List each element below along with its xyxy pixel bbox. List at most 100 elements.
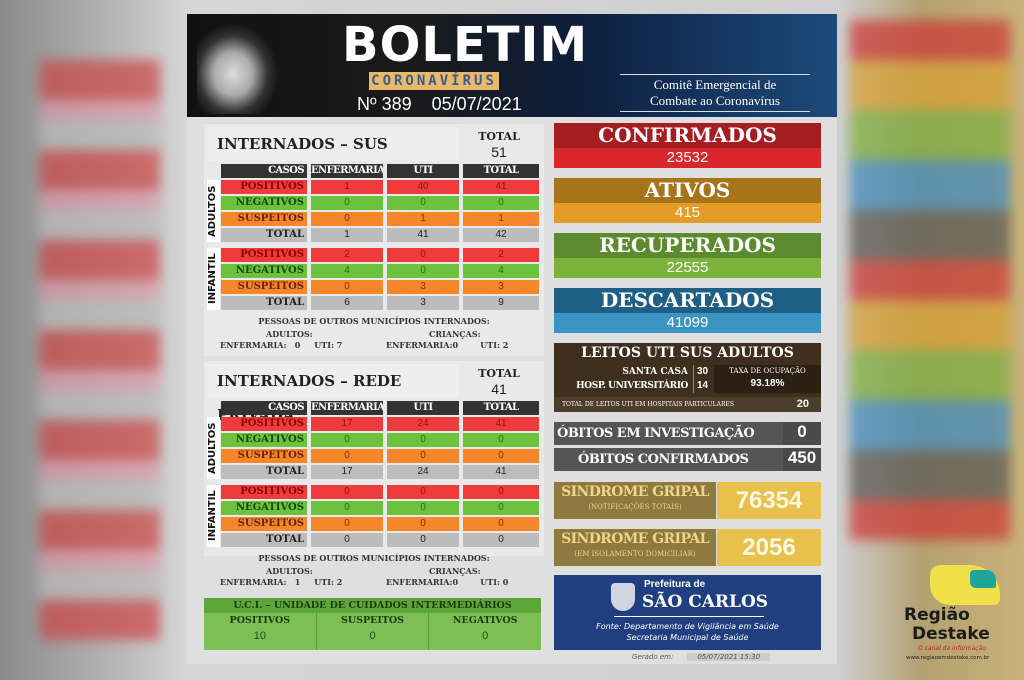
- bulletin-date: 05/07/2021: [431, 94, 522, 114]
- row-label: TOTAL: [221, 465, 307, 479]
- santa-casa-label: SANTA CASA: [622, 367, 688, 377]
- table-row: NEGATIVOS 0 0 0: [221, 501, 541, 517]
- table-row: POSITIVOS 0 0 0: [221, 485, 541, 501]
- column-header: ENFERMARIA: [311, 401, 383, 415]
- panel-title: INTERNADOS – REDE PRIVADA: [207, 364, 459, 424]
- taxa-ocupacao-label: TAXA DE OCUPAÇÃO: [729, 367, 806, 375]
- row-label: TOTAL: [221, 296, 307, 310]
- table-row: TOTAL 6 3 9: [221, 296, 541, 312]
- bulletin-poster: BOLETIM CORONAVÍRUS Nº 389 05/07/2021 Co…: [187, 14, 837, 664]
- row-label: SUSPEITOS: [221, 449, 307, 463]
- uci-col: SUSPEITOS 0: [315, 613, 429, 650]
- total-label: TOTAL: [478, 367, 520, 380]
- uci-title: U.C.I. – UNIDADE DE CUIDADOS INTERMEDIÁR…: [204, 598, 541, 613]
- cell-value: 0: [463, 196, 539, 210]
- cell-value: 0: [311, 196, 383, 210]
- leitos-particulares-label: TOTAL DE LEITOS UTI EM HOSPITAIS PARTICU…: [562, 401, 734, 408]
- leitos-title: LEITOS UTI SUS ADULTOS: [581, 345, 794, 361]
- fonte-line1: Fonte: Departamento de Vigilância em Saú…: [596, 622, 779, 631]
- column-header: CASOS: [221, 401, 307, 415]
- cell-value: 0: [387, 449, 459, 463]
- total-value: 51: [491, 144, 507, 160]
- obitos-confirmados-label: ÓBITOS CONFIRMADOS: [578, 452, 749, 467]
- outros-criancas-values: ENFERMARIA:0 UTI: 0: [386, 577, 509, 587]
- sg-value: 76354: [717, 482, 821, 519]
- santa-casa-value: 30: [697, 366, 709, 377]
- uci-col-label: POSITIVOS: [229, 615, 291, 626]
- column-header: TOTAL: [463, 401, 539, 415]
- table-row: SUSPEITOS 0 0 0: [221, 449, 541, 465]
- cell-value: 2: [463, 248, 539, 262]
- table-header: CASOS ENFERMARIA UTI TOTAL: [221, 164, 541, 180]
- stat-ativos: ATIVOS 415: [554, 178, 821, 223]
- cell-value: 0: [463, 449, 539, 463]
- cell-value: 3: [387, 296, 459, 310]
- panel-internados-privada: INTERNADOS – REDE PRIVADA TOTAL 41 CASOS ENF…: [204, 361, 544, 587]
- obitos-investigacao: ÓBITOS EM INVESTIGAÇÃO 0: [554, 422, 821, 445]
- uci-panel: U.C.I. – UNIDADE DE CUIDADOS INTERMEDIÁR…: [204, 598, 541, 650]
- outros-criancas-label: CRIANÇAS:: [429, 329, 481, 339]
- uci-col-value: 0: [482, 630, 489, 642]
- cell-value: 0: [463, 501, 539, 515]
- panel-title: INTERNADOS – SUS: [207, 127, 459, 161]
- uci-col-value: 10: [253, 630, 266, 642]
- committee-line1: Comitê Emergencial de: [653, 77, 777, 92]
- row-label: TOTAL: [221, 228, 307, 242]
- stat-value: 22555: [554, 258, 821, 278]
- panel-total: TOTAL 51: [463, 127, 535, 161]
- cell-value: 4: [311, 264, 383, 278]
- column-header: CASOS: [221, 164, 307, 178]
- bulletin-number: Nº 389: [357, 94, 412, 114]
- cases-table: CASOS ENFERMARIA UTI TOTAL POSITIVOS 17 24 41 NE…: [221, 401, 541, 549]
- cell-value: 0: [311, 485, 383, 499]
- cell-value: 0: [387, 485, 459, 499]
- cell-value: 1: [463, 212, 539, 226]
- logo-url: www.regiaoemdestake.com.br: [906, 655, 990, 661]
- cases-table: CASOS ENFERMARIA UTI TOTAL POSITIVOS 1 40 41 NEG…: [221, 164, 541, 312]
- group-label-infantil: INFANTIL: [207, 485, 220, 547]
- stat-recuperados: RECUPERADOS 22555: [554, 233, 821, 278]
- cell-value: 41: [387, 228, 459, 242]
- row-label: NEGATIVOS: [221, 501, 307, 515]
- outros-adultos-values: ENFERMARIA: 0 UTI: 7: [220, 340, 343, 350]
- cell-value: 41: [463, 465, 539, 479]
- group-label-infantil: INFANTIL: [207, 248, 220, 310]
- outros-adultos-label: ADULTOS:: [266, 329, 313, 339]
- bulletin-subtitle: CORONAVÍRUS: [369, 72, 499, 90]
- cell-value: 1: [311, 180, 383, 194]
- sg-sub: (NOTIFICAÇÕES TOTAIS): [588, 503, 682, 511]
- cell-value: 0: [311, 433, 383, 447]
- table-row: TOTAL 0 0 0: [221, 533, 541, 549]
- cell-value: 1: [387, 212, 459, 226]
- uci-col-value: 0: [369, 630, 376, 642]
- cell-value: 0: [387, 433, 459, 447]
- cell-value: 41: [463, 180, 539, 194]
- committee-label: Comitê Emergencial de Combate ao Coronaví…: [620, 74, 810, 112]
- cell-value: 0: [463, 433, 539, 447]
- prefeitura-line1: Prefeitura de: [644, 579, 706, 590]
- header-banner: BOLETIM CORONAVÍRUS Nº 389 05/07/2021 Co…: [187, 14, 837, 117]
- cell-value: 0: [463, 517, 539, 531]
- cell-value: 24: [387, 465, 459, 479]
- row-label: SUSPEITOS: [221, 212, 307, 226]
- committee-line2: Combate ao Coronavírus: [650, 93, 780, 108]
- outros-title: PESSOAS DE OUTROS MUNICÍPIOS INTERNADOS:: [258, 553, 490, 563]
- table-row: TOTAL 17 24 41: [221, 465, 541, 481]
- cell-value: 0: [463, 533, 539, 547]
- outros-criancas-values: ENFERMARIA:0 UTI: 2: [386, 340, 509, 350]
- row-label: POSITIVOS: [221, 417, 307, 431]
- outros-municipios: PESSOAS DE OUTROS MUNICÍPIOS INTERNADOS:…: [204, 316, 544, 350]
- table-row: TOTAL 1 41 42: [221, 228, 541, 244]
- table-row: NEGATIVOS 0 0 0: [221, 433, 541, 449]
- cell-value: 0: [311, 501, 383, 515]
- outros-title: PESSOAS DE OUTROS MUNICÍPIOS INTERNADOS:: [258, 316, 490, 326]
- prefeitura-panel: Prefeitura de SÃO CARLOS Fonte: Departam…: [554, 575, 821, 650]
- cell-value: 3: [463, 280, 539, 294]
- table-row: SUSPEITOS 0 0 0: [221, 517, 541, 533]
- outros-criancas-label: CRIANÇAS:: [429, 566, 481, 576]
- fonte-line2: Secretaria Municipal de Saúde: [626, 633, 749, 642]
- outros-municipios: PESSOAS DE OUTROS MUNICÍPIOS INTERNADOS:…: [204, 553, 544, 587]
- uci-col: NEGATIVOS 0: [428, 613, 541, 650]
- sg-label: SINDROME GRIPAL: [561, 484, 709, 500]
- cell-value: 42: [463, 228, 539, 242]
